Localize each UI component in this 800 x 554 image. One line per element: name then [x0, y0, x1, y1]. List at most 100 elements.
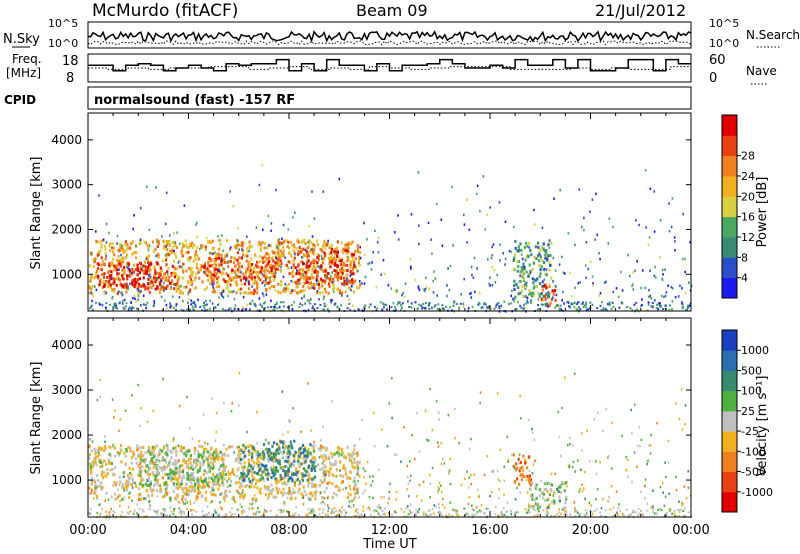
range-gate-cell: [323, 305, 326, 308]
range-gate-cell: [203, 485, 206, 489]
range-gate-cell: [294, 450, 297, 454]
range-gate-cell: [208, 451, 211, 455]
range-gate-cell: [443, 462, 446, 465]
range-gate-cell: [188, 297, 190, 301]
range-gate-cell: [136, 288, 139, 291]
range-gate-cell: [211, 397, 213, 400]
range-gate-cell: [636, 308, 638, 312]
freq-series: [88, 58, 691, 72]
range-gate-cell: [144, 287, 147, 291]
range-gate-cell: [528, 293, 530, 296]
range-gate-cell: [191, 472, 194, 476]
range-gate-cell: [278, 264, 281, 268]
range-gate-cell: [532, 463, 535, 466]
range-gate-cell: [524, 461, 527, 465]
range-gate-cell: [346, 278, 348, 281]
range-gate-cell: [217, 275, 220, 279]
range-gate-cell: [314, 485, 317, 489]
range-gate-cell: [262, 268, 265, 272]
range-gate-cell: [234, 264, 237, 268]
range-gate-cell: [157, 253, 160, 257]
range-gate-cell: [289, 290, 292, 294]
range-gate-cell: [187, 449, 191, 453]
range-gate-cell: [294, 252, 296, 256]
range-gate-cell: [313, 287, 316, 290]
range-gate-cell: [242, 443, 245, 447]
range-gate-cell: [316, 291, 319, 295]
range-gate-cell: [262, 443, 266, 447]
range-gate-cell: [521, 268, 524, 272]
range-gate-cell: [520, 248, 523, 252]
range-gate-cell: [232, 290, 235, 293]
range-gate-cell: [644, 484, 646, 487]
range-gate-cell: [94, 455, 97, 459]
range-gate-cell: [243, 461, 246, 465]
range-gate-cell: [521, 285, 524, 289]
range-gate-cell: [105, 281, 108, 285]
range-gate-cell: [590, 306, 592, 310]
noise-tick-right-bottom: 10^0: [709, 37, 739, 50]
range-gate-cell: [205, 303, 208, 306]
range-gate-cell: [507, 458, 510, 462]
range-gate-cell: [323, 490, 326, 494]
range-gate-cell: [527, 511, 530, 514]
range-gate-cell: [235, 457, 238, 460]
range-gate-cell: [354, 249, 357, 253]
range-gate-cell: [95, 288, 98, 292]
nsearch-label: N.Search: [746, 28, 800, 42]
range-gate-cell: [151, 488, 154, 492]
range-gate-cell: [124, 454, 127, 458]
range-gate-cell: [351, 259, 354, 262]
range-gate-cell: [211, 477, 213, 480]
range-gate-cell: [664, 268, 666, 271]
range-gate-cell: [204, 271, 207, 275]
range-gate-cell: [145, 257, 148, 261]
range-gate-cell: [361, 309, 364, 312]
range-gate-cell: [169, 468, 172, 472]
range-gate-cell: [215, 454, 218, 458]
range-gate-cell: [197, 457, 200, 461]
range-gate-cell: [588, 460, 591, 463]
range-gate-cell: [273, 305, 276, 308]
range-gate-cell: [514, 466, 516, 470]
range-gate-cell: [232, 495, 235, 499]
range-gate-cell: [521, 257, 524, 261]
range-gate-cell: [233, 256, 236, 260]
range-gate-cell: [284, 473, 287, 477]
range-gate-cell: [134, 268, 137, 272]
range-gate-cell: [179, 242, 181, 246]
range-gate-cell: [302, 275, 305, 279]
range-gate-cell: [161, 476, 164, 480]
range-gate-cell: [625, 468, 628, 472]
range-gate-cell: [500, 304, 503, 308]
range-gate-cell: [140, 304, 142, 307]
range-gate-cell: [227, 260, 230, 264]
range-gate-cell: [162, 495, 165, 499]
range-gate-cell: [182, 475, 186, 479]
range-gate-cell: [211, 276, 214, 280]
range-gate-cell: [273, 469, 277, 473]
range-gate-cell: [357, 511, 359, 514]
range-gate-cell: [480, 503, 483, 507]
range-gate-cell: [136, 503, 139, 506]
range-gate-cell: [312, 258, 315, 262]
range-gate-cell: [111, 262, 114, 266]
range-gate-cell: [276, 495, 278, 499]
xtick-label: 00:00: [672, 523, 709, 538]
range-gate-cell: [200, 244, 203, 248]
range-gate-cell: [637, 508, 640, 510]
range-gate-cell: [194, 253, 197, 256]
noise-tick-right-top: 10^5: [709, 17, 739, 30]
range-gate-cell: [140, 497, 143, 501]
range-gate-cell: [108, 231, 110, 235]
range-gate-cell: [136, 448, 139, 452]
range-gate-cell: [339, 460, 342, 464]
range-gate-cell: [538, 507, 541, 510]
range-gate-cell: [255, 270, 258, 274]
range-gate-cell: [418, 508, 420, 511]
range-gate-cell: [99, 249, 102, 253]
range-gate-cell: [103, 272, 106, 276]
range-gate-cell: [165, 191, 168, 195]
range-gate-cell: [129, 269, 132, 273]
